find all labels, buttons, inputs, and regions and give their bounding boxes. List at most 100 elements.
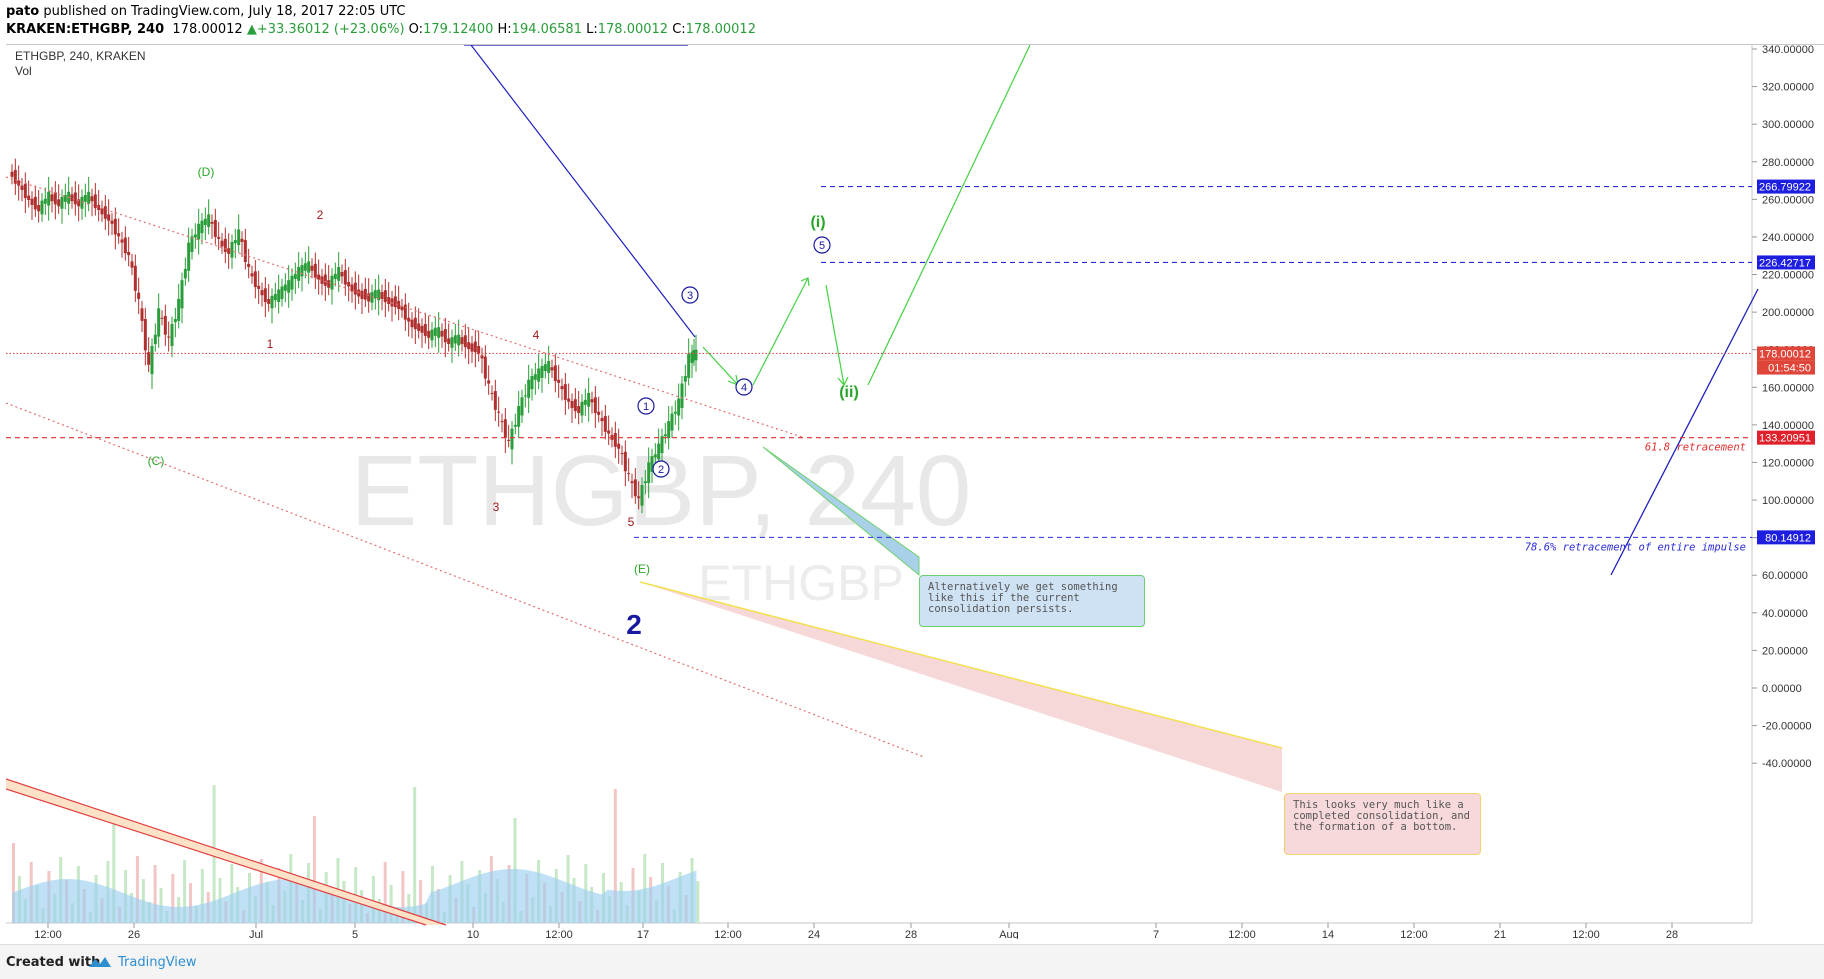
candle-body: [580, 401, 584, 416]
lower-channel-line[interactable]: [6, 402, 925, 758]
candle-body: [523, 395, 527, 397]
candle-body: [633, 479, 637, 497]
time-tick-label: 26: [128, 929, 140, 939]
symbol-label: KRAKEN:ETHGBP, 240: [6, 22, 165, 37]
bottom-formation-note[interactable]: This looks very much like a completed co…: [1284, 793, 1481, 855]
publisher-name[interactable]: pato: [6, 4, 40, 19]
candle-body: [210, 221, 214, 224]
time-tick-label: 12:00: [1572, 929, 1600, 939]
yellow-projection-line[interactable]: [639, 581, 1283, 749]
candle-body: [593, 397, 597, 413]
candle-body: [33, 196, 37, 210]
time-tick-label: 24: [808, 929, 820, 939]
candle-body: [153, 334, 157, 345]
orange-band-bottom: [6, 788, 427, 926]
candle-body: [563, 384, 567, 400]
green-projection-path[interactable]: [702, 45, 1031, 387]
candle-body: [353, 282, 357, 295]
candle-body: [393, 296, 397, 308]
candle-body: [490, 392, 494, 394]
candle-body: [320, 276, 324, 284]
ohlc-line: KRAKEN:ETHGBP, 240 178.00012 ▲+33.36012 …: [6, 22, 756, 37]
high-label: H:: [497, 22, 512, 37]
candle-body: [620, 453, 624, 455]
candle-body: [117, 233, 121, 237]
candle-body: [407, 317, 411, 322]
tradingview-logo-icon[interactable]: [88, 954, 112, 970]
candle-body: [250, 273, 254, 277]
price-level-label: 78.6% retracement of entire impulse: [1525, 541, 1746, 553]
rising-projection-line[interactable]: [1610, 288, 1759, 576]
wave-label-e: (E): [634, 562, 650, 576]
candle-body: [692, 350, 696, 359]
price-tick-label: 300.00000: [1762, 119, 1814, 131]
candle-body: [133, 265, 137, 291]
wave-label-green-ii: (ii): [839, 384, 859, 401]
candle-body: [570, 401, 574, 408]
candle-body: [13, 169, 17, 184]
time-tick-label: 21: [1494, 929, 1506, 939]
candle-body: [303, 263, 307, 271]
candle-body: [187, 242, 191, 271]
candle-body: [413, 317, 417, 330]
volume-bar: [696, 881, 700, 923]
change-up-icon: ▲: [246, 22, 257, 37]
price-tick-label: 20.00000: [1762, 645, 1808, 657]
chart-area[interactable]: ETHGBP, 240 ETHGBP: [6, 44, 1824, 939]
candle-body: [453, 335, 457, 344]
candle-body: [690, 352, 694, 363]
price-tick-label: -40.00000: [1762, 758, 1812, 770]
candle-body: [10, 171, 14, 177]
circle-2-icon: [652, 460, 670, 478]
circle-1-icon: [637, 397, 655, 415]
candle-body: [140, 308, 144, 321]
candle-body: [280, 286, 284, 299]
candle-body: [60, 196, 64, 209]
candle-body: [287, 280, 291, 293]
wave-label-red-5: 5: [628, 515, 635, 529]
trend-line-b[interactable]: [470, 45, 696, 338]
price-level-label: 61.8 retracement: [1645, 442, 1746, 454]
candle-body: [403, 304, 407, 320]
candle-body: [257, 285, 261, 289]
high-value: 194.06581: [511, 22, 582, 37]
candle-body: [297, 267, 301, 281]
candle-body: [390, 298, 394, 307]
volume-bar: [389, 885, 393, 923]
price-chart[interactable]: ETHGBP, 240 ETHGBP: [6, 45, 1824, 939]
volume-bar: [12, 843, 15, 923]
candle-body: [437, 327, 441, 338]
tradingview-link[interactable]: TradingView: [118, 955, 197, 970]
time-axis: 12:00 26 Jul 5 10 12:00 17 12:00 24 28 Aug 7 12:00 14…: [34, 923, 1678, 939]
volume-bar: [200, 869, 204, 923]
alternative-scenario-note[interactable]: Alternatively we get something like this…: [919, 575, 1145, 627]
volume-bar: [171, 874, 175, 923]
candle-body: [543, 364, 547, 372]
candle-body: [367, 293, 371, 302]
candle-body: [290, 275, 294, 290]
price-tick-label: 240.00000: [1762, 232, 1814, 244]
candle-body: [47, 191, 51, 206]
candle-body: [50, 194, 54, 202]
candle-body: [137, 292, 141, 299]
time-tick-label: 14: [1322, 929, 1334, 939]
candle-body: [277, 289, 281, 303]
candle-body: [627, 473, 631, 475]
candle-body: [197, 223, 201, 240]
circled-wave-labels: 1 2 3 4 5: [637, 236, 831, 478]
candle-body: [110, 220, 114, 224]
time-tick-label: 17: [637, 929, 649, 939]
candle-body: [630, 481, 634, 484]
candle-body: [527, 379, 531, 398]
price-badge-label: 80.14912: [1765, 532, 1811, 544]
candle-body: [680, 383, 684, 408]
candle-body: [240, 238, 244, 242]
legend-title[interactable]: ETHGBP, 240, KRAKEN: [15, 49, 146, 63]
candle-body: [227, 248, 231, 254]
legend-volume[interactable]: Vol: [15, 64, 32, 78]
candle-body: [683, 376, 687, 382]
price-badge-label: 133.20951: [1759, 433, 1811, 445]
volume-bar: [135, 856, 139, 923]
chart-header: pato published on TradingView.com, July …: [0, 0, 1824, 40]
footer: Created with TradingView: [0, 944, 1824, 979]
